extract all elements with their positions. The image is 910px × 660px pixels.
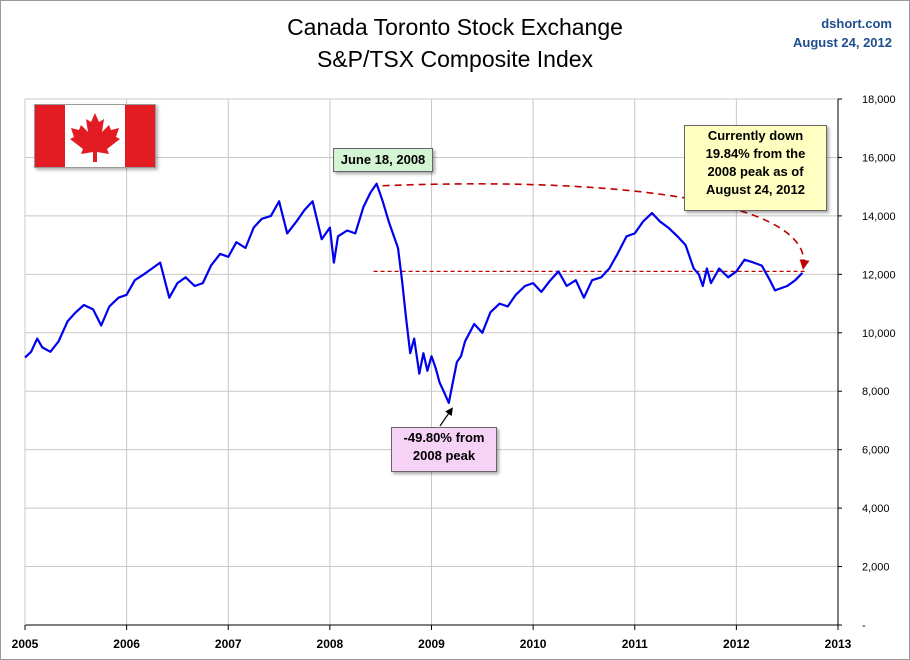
y-tick-label: 4,000: [862, 503, 890, 515]
y-tick-label: 12,000: [862, 269, 896, 281]
axes: [24, 98, 842, 630]
x-tick-label: 2007: [215, 637, 242, 651]
x-tick-label: 2009: [418, 637, 445, 651]
y-tick-label: -: [862, 620, 866, 632]
x-tick-label: 2013: [825, 637, 852, 651]
trough-label-line2: 2008 peak: [412, 448, 476, 463]
x-tick-label: 2005: [12, 637, 39, 651]
x-tick-labels: 2005 2006 2007 2008 2009 2010 2011 2012 2013: [12, 637, 852, 651]
credit-site: dshort.com: [821, 16, 892, 31]
trough-arrow: [439, 407, 453, 427]
current-status-line2: 19.84% from the: [705, 146, 806, 161]
trough-label: -49.80% from 2008 peak: [391, 427, 497, 472]
current-status-label: Currently down 19.84% from the 2008 peak…: [684, 125, 827, 211]
x-tick-label: 2012: [723, 637, 750, 651]
canada-flag: [34, 104, 156, 168]
y-tick-label: 10,000: [862, 328, 896, 340]
current-status-line1: Currently down: [707, 128, 804, 143]
peak-date-label: June 18, 2008: [333, 148, 433, 172]
x-tick-label: 2008: [317, 637, 344, 651]
y-tick-label: 16,000: [862, 152, 896, 164]
x-tick-label: 2010: [520, 637, 547, 651]
y-tick-label: 2,000: [862, 562, 890, 574]
y-tick-label: 6,000: [862, 445, 890, 457]
current-status-line3: 2008 peak as of: [707, 164, 804, 179]
y-tick-label: 18,000: [862, 94, 896, 106]
current-status-line4: August 24, 2012: [706, 182, 805, 197]
chart-title-line1: Canada Toronto Stock Exchange: [287, 14, 623, 40]
maple-leaf-icon: [70, 113, 120, 162]
credit-date: August 24, 2012: [793, 35, 892, 50]
series-line: [24, 182, 804, 404]
y-tick-label: 14,000: [862, 211, 896, 223]
trough-label-line1: -49.80% from: [403, 430, 485, 445]
y-tick-labels: - 2,000 4,000 6,000 8,000 10,000 12,000 14,000 1…: [862, 94, 896, 632]
x-tick-label: 2006: [113, 637, 140, 651]
x-tick-label: 2011: [622, 637, 648, 651]
y-tick-label: 8,000: [862, 386, 890, 398]
chart-title-line2: S&P/TSX Composite Index: [316, 46, 594, 72]
